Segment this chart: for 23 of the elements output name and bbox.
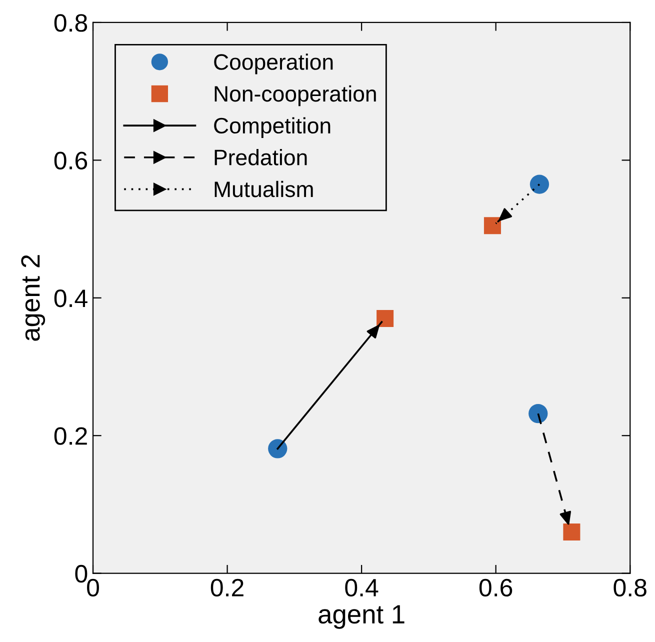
legend-label: Predation (214, 149, 307, 166)
y-tick-label: 0.8 (54, 14, 88, 32)
x-tick-label: 0.8 (614, 578, 646, 597)
point (484, 217, 501, 234)
y-tick-label: 0.4 (54, 289, 88, 308)
point (563, 523, 580, 540)
legend-label: Cooperation (214, 54, 333, 74)
x-axis-title: agent 1 (318, 605, 404, 629)
y-tick-label: 0.6 (54, 152, 88, 170)
x-tick-label: 0 (87, 578, 99, 597)
legend-label: Non-cooperation (214, 85, 376, 106)
point (530, 174, 550, 194)
y-axis-title: agent 2 (21, 255, 46, 341)
y-tick-label: 0.2 (54, 427, 87, 445)
legend-label: Competition (214, 117, 330, 138)
y-tick-label: 0 (75, 564, 88, 583)
x-tick-label: 0.6 (479, 578, 512, 597)
legend-label: Mutualism (214, 180, 313, 198)
point (528, 404, 548, 424)
point (376, 310, 394, 328)
x-tick-label: 0.2 (210, 578, 244, 597)
point (268, 439, 288, 458)
x-tick-label: 0.4 (345, 578, 378, 597)
